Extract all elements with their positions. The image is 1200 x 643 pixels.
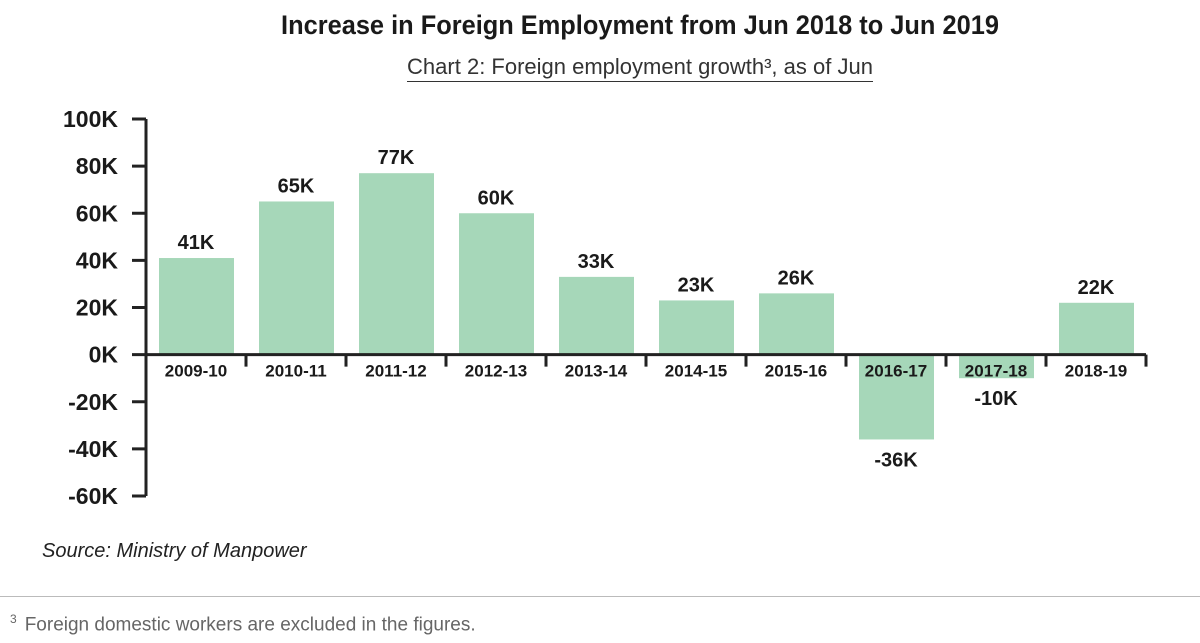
bar-2009-10 [159, 258, 234, 355]
x-tick-label: 2010-11 [265, 362, 326, 381]
y-tick-label: 60K [76, 200, 119, 226]
data-label: 77K [378, 147, 415, 169]
y-tick-label: 100K [63, 106, 118, 132]
x-tick-label: 2012-13 [465, 362, 527, 381]
x-tick-label: 2018-19 [1065, 362, 1127, 381]
data-label: -10K [974, 388, 1018, 410]
y-tick-label: -40K [68, 436, 118, 462]
data-label: 41K [178, 232, 215, 254]
data-label: -36K [874, 449, 918, 471]
footnote-text: Foreign domestic workers are excluded in… [24, 614, 476, 636]
source-note: Source: Ministry of Manpower [42, 540, 307, 562]
x-tick-label: 2015-16 [765, 362, 827, 381]
data-label: 22K [1078, 277, 1115, 299]
bar-2018-19 [1059, 302, 1134, 355]
x-tick-label: 2016-17 [865, 362, 927, 381]
y-tick-label: 0K [89, 342, 119, 368]
x-tick-label: 2011-12 [365, 362, 426, 381]
x-tick-label: 2009-10 [165, 362, 227, 381]
bar-2010-11 [259, 201, 334, 355]
footnote: 3 Foreign domestic workers are excluded i… [10, 612, 476, 636]
x-tick-label: 2014-15 [665, 362, 727, 381]
x-tick-label: 2017-18 [965, 362, 1027, 381]
y-tick-label: -60K [68, 483, 118, 509]
bar-2016-17 [859, 354, 934, 440]
bar-2014-15 [659, 300, 734, 355]
x-tick-label: 2013-14 [565, 362, 628, 381]
y-tick-label: 80K [76, 153, 119, 179]
y-tick-label: 20K [76, 295, 119, 321]
bar-2012-13 [459, 213, 534, 355]
data-label: 60K [478, 187, 515, 209]
bar-2013-14 [559, 276, 634, 355]
bar-chart: 100K 80K 60K 40K 20K 0K -20K -40K -60K 2009-10 201… [63, 106, 1148, 509]
chart-subtitle-text: Chart 2: Foreign employment growth³, as … [407, 54, 873, 82]
divider [0, 596, 1200, 597]
bar-2011-12 [359, 173, 434, 355]
footnote-mark: 3 [10, 612, 17, 626]
bar-2017-18 [959, 354, 1034, 379]
y-tick-label: 40K [76, 247, 119, 273]
bar-2015-16 [759, 293, 834, 355]
data-label: 26K [778, 267, 815, 289]
chart-title: Increase in Foreign Employment from Jun … [281, 10, 999, 40]
data-label: 33K [578, 251, 615, 273]
data-label: 23K [678, 274, 715, 296]
data-label: 65K [278, 175, 315, 197]
chart-subtitle: Chart 2: Foreign employment growth³, as … [0, 54, 1200, 82]
y-tick-label: -20K [68, 389, 118, 415]
